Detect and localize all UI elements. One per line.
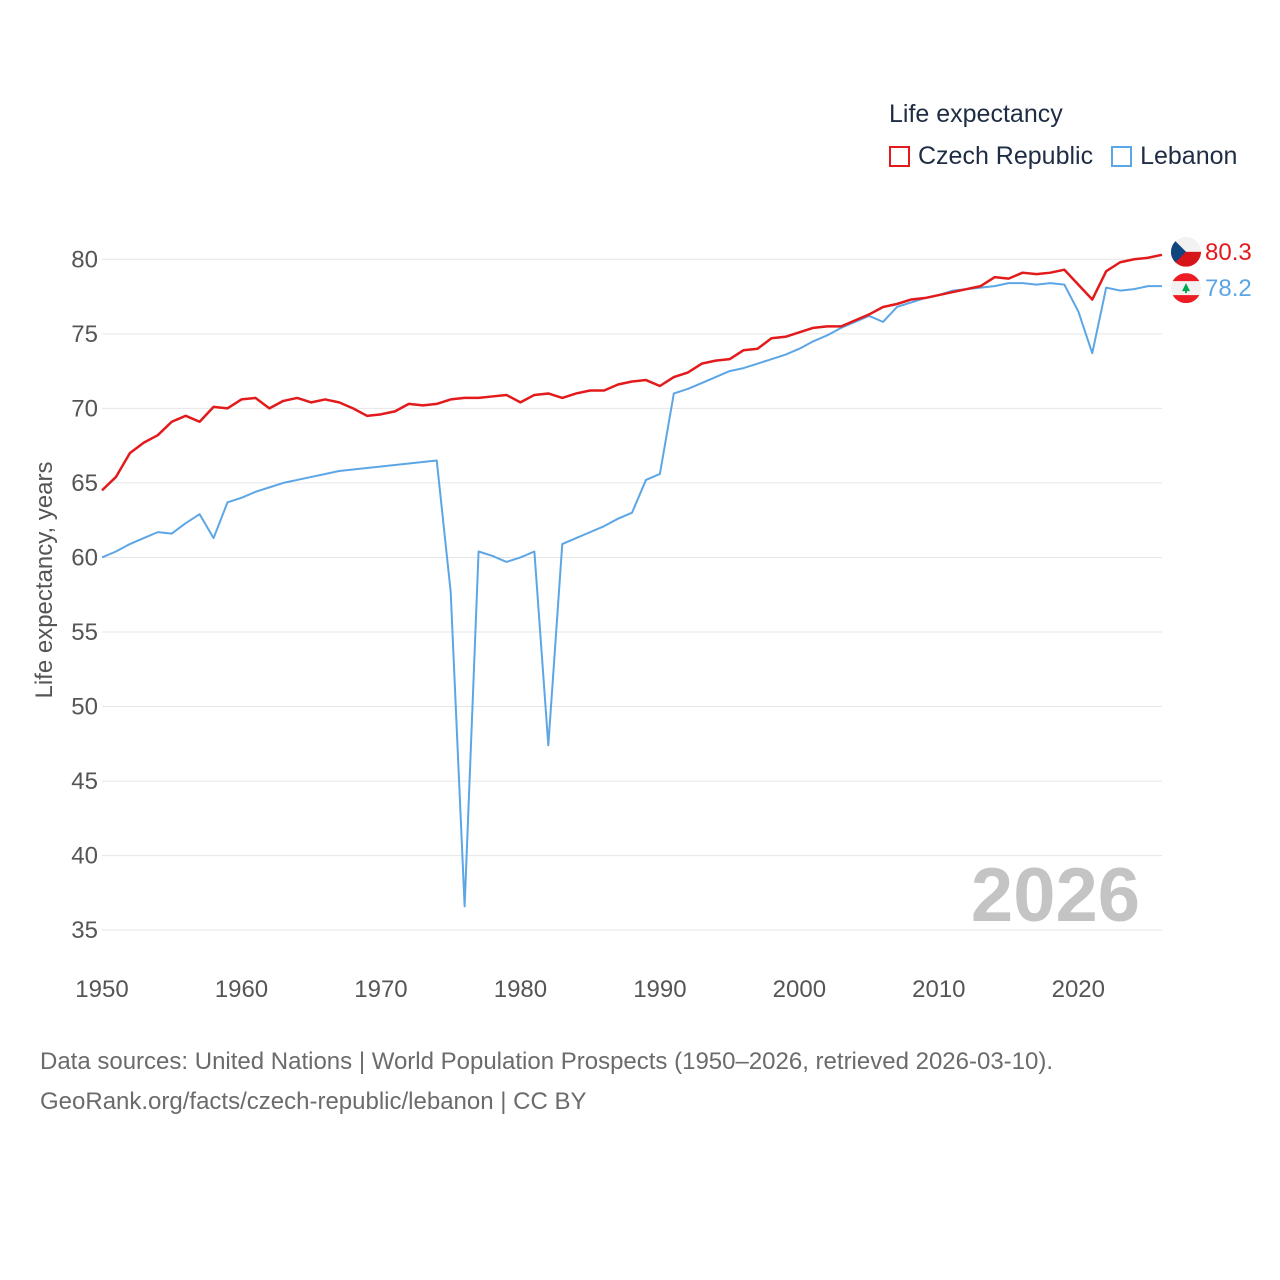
x-tick-label-1950: 1950 bbox=[75, 976, 128, 1003]
x-tick-label-2000: 2000 bbox=[773, 976, 826, 1003]
y-tick-label-60: 60 bbox=[71, 544, 98, 571]
y-tick-label-70: 70 bbox=[71, 395, 98, 422]
gridlines bbox=[102, 258, 1162, 931]
lebanon-flag-icon bbox=[1171, 273, 1201, 304]
legend: Czech Republic Lebanon bbox=[889, 142, 1255, 171]
source-note: Data sources: United Nations | World Pop… bbox=[40, 1042, 1053, 1122]
year-watermark: 2026 bbox=[970, 853, 1140, 938]
x-tick-labels: 1950 1960 1970 1980 1990 2000 2010 2020 bbox=[75, 976, 1105, 1003]
y-tick-label-55: 55 bbox=[71, 619, 98, 646]
series-line-czech-republic bbox=[101, 253, 1163, 492]
y-tick-label-45: 45 bbox=[71, 768, 98, 795]
legend-item-czech-republic[interactable]: Czech Republic bbox=[889, 142, 1093, 171]
czech-flag-icon bbox=[1171, 236, 1201, 267]
legend-swatch-czech-republic bbox=[889, 146, 910, 167]
legend-item-lebanon[interactable]: Lebanon bbox=[1111, 142, 1237, 171]
legend-swatch-lebanon bbox=[1111, 146, 1133, 167]
czech-republic-end-label: 80.3 bbox=[1205, 239, 1252, 266]
x-tick-label-2020: 2020 bbox=[1052, 976, 1105, 1003]
x-tick-label-1990: 1990 bbox=[633, 976, 686, 1003]
x-tick-label-1970: 1970 bbox=[354, 976, 407, 1003]
y-tick-label-75: 75 bbox=[71, 321, 98, 348]
series-lines bbox=[101, 253, 1163, 908]
y-tick-label-40: 40 bbox=[71, 843, 98, 870]
x-tick-label-1960: 1960 bbox=[215, 976, 268, 1003]
x-tick-label-1980: 1980 bbox=[494, 976, 547, 1003]
legend-title: Life expectancy bbox=[889, 100, 1063, 128]
legend-label-czech-republic: Czech Republic bbox=[918, 142, 1094, 170]
y-tick-label-65: 65 bbox=[71, 470, 98, 497]
y-tick-label-80: 80 bbox=[71, 246, 98, 273]
y-tick-label-35: 35 bbox=[71, 917, 98, 944]
y-tick-label-50: 50 bbox=[71, 694, 98, 721]
series-line-lebanon bbox=[101, 282, 1162, 908]
legend-label-lebanon: Lebanon bbox=[1140, 142, 1238, 170]
source-link[interactable]: GeoRank.org/facts/czech-republic/lebanon… bbox=[40, 1088, 587, 1115]
y-tick-labels: 35 40 45 50 55 60 65 70 75 80 bbox=[71, 246, 98, 944]
y-axis-label: Life expectancy, years bbox=[31, 461, 58, 698]
source-line: Data sources: United Nations | World Pop… bbox=[40, 1048, 1054, 1075]
lebanon-end-label: 78.2 bbox=[1205, 275, 1252, 302]
x-tick-label-2010: 2010 bbox=[912, 976, 965, 1003]
